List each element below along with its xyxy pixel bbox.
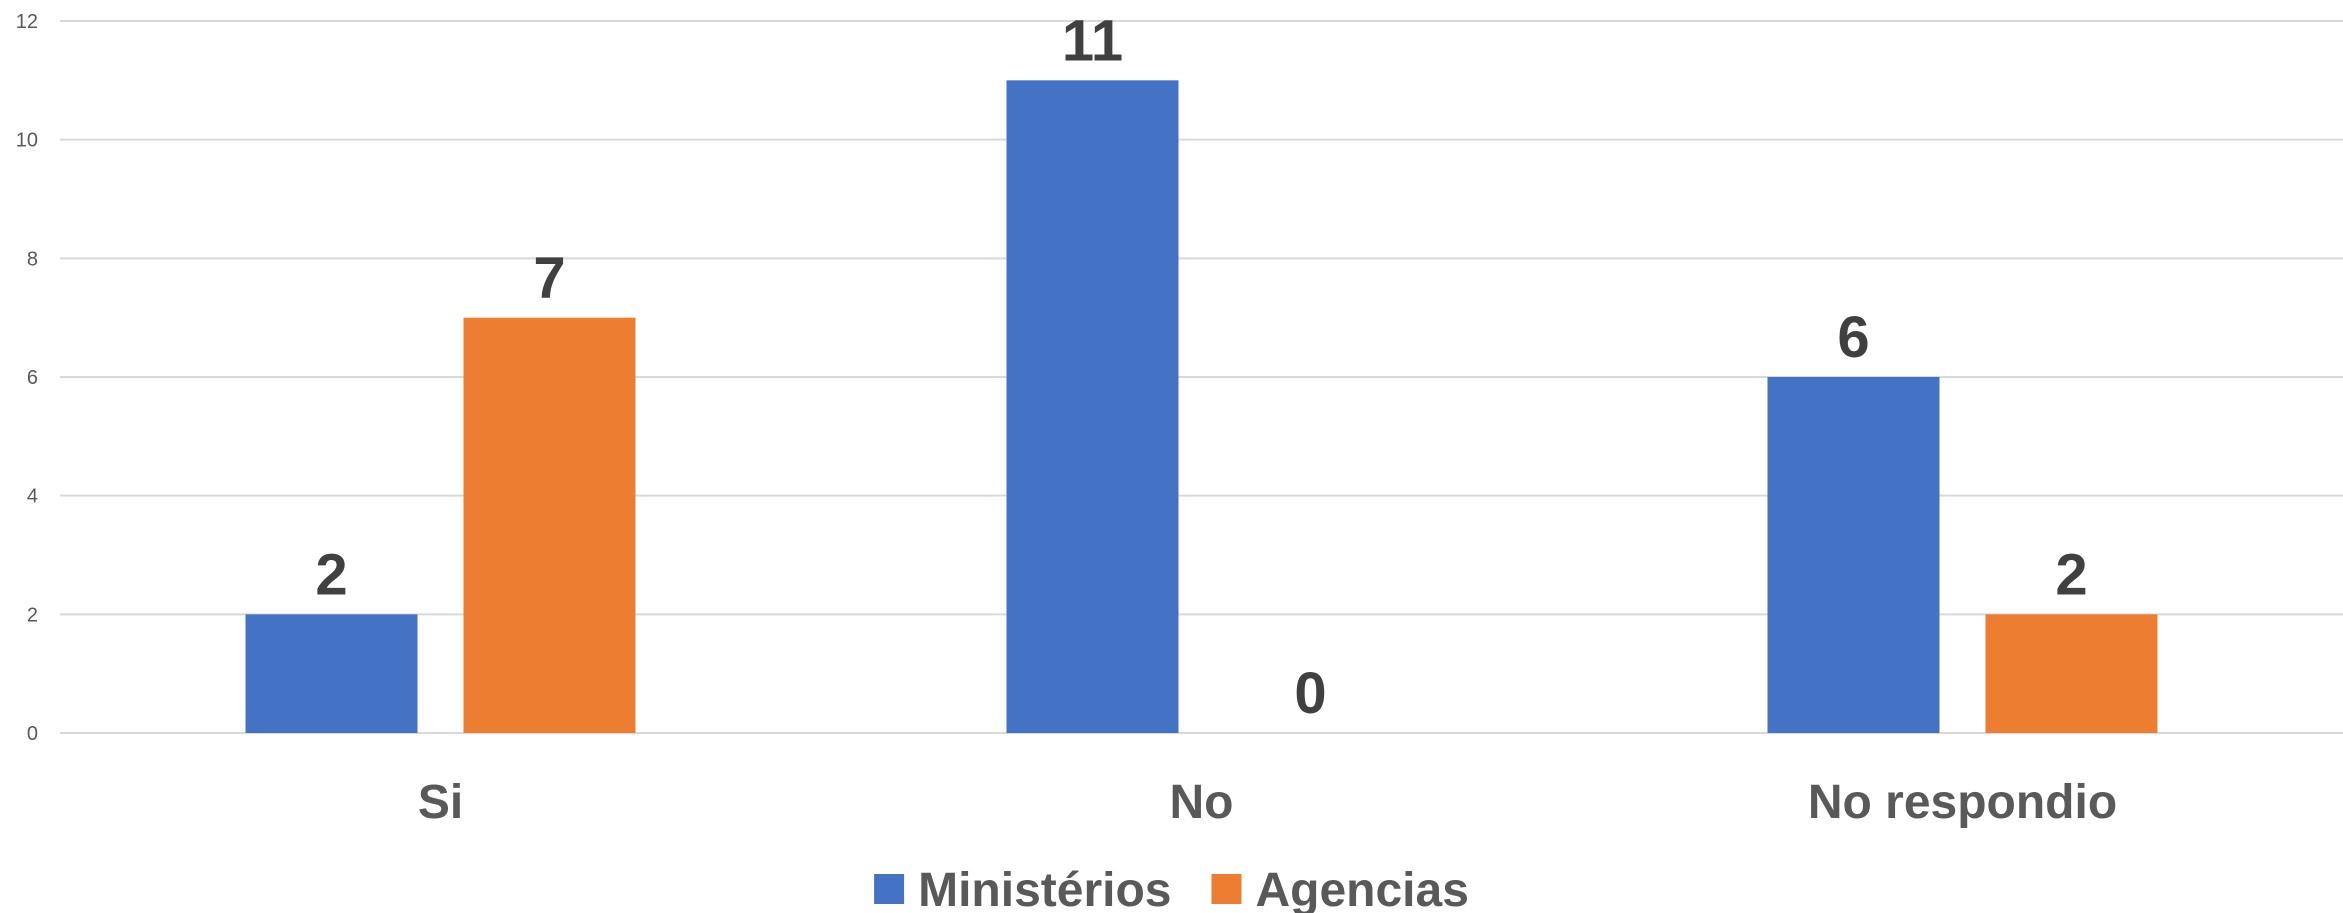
legend-label: Ministérios	[918, 864, 1171, 913]
data-label: 11	[1062, 8, 1123, 73]
legend-swatch	[874, 874, 905, 904]
legend-item: Agencias	[1211, 864, 1469, 913]
data-label: 2	[2055, 542, 2087, 607]
x-category-label: Si	[418, 776, 463, 829]
y-tick-label: 2	[27, 604, 38, 626]
legend: Ministérios Agencias	[874, 864, 1469, 913]
legend-label: Agencias	[1255, 864, 1468, 913]
bar-minist-rios-no-respondio	[1767, 377, 1940, 733]
data-labels: 2 7 11 0 6 2	[315, 8, 2087, 726]
x-category-label: No respondio	[1808, 776, 2117, 829]
bar-agencias-si	[463, 317, 636, 733]
y-tick-label: 0	[27, 723, 38, 745]
data-label: 7	[533, 246, 565, 311]
data-label: 0	[1294, 661, 1326, 726]
y-tick-label: 10	[16, 130, 38, 152]
y-tick-label: 8	[27, 248, 38, 270]
x-category-label: No	[1170, 776, 1234, 829]
y-tick-label: 6	[27, 367, 38, 389]
bars	[245, 80, 2158, 734]
bar-minist-rios-no	[1006, 80, 1179, 734]
bar-agencias-no-respondio	[1985, 614, 2158, 733]
legend-item: Ministérios	[874, 864, 1171, 913]
x-axis-categories: Si No No respondio	[418, 776, 2117, 829]
y-tick-label: 12	[16, 11, 38, 33]
bar-minist-rios-si	[245, 614, 418, 733]
y-tick-label: 4	[27, 486, 38, 508]
data-label: 6	[1837, 305, 1869, 370]
data-label: 2	[315, 542, 347, 607]
y-axis-ticks: 0 2 4 6 8 10 12	[16, 11, 38, 745]
gridlines	[60, 20, 2343, 734]
legend-swatch	[1211, 874, 1242, 904]
